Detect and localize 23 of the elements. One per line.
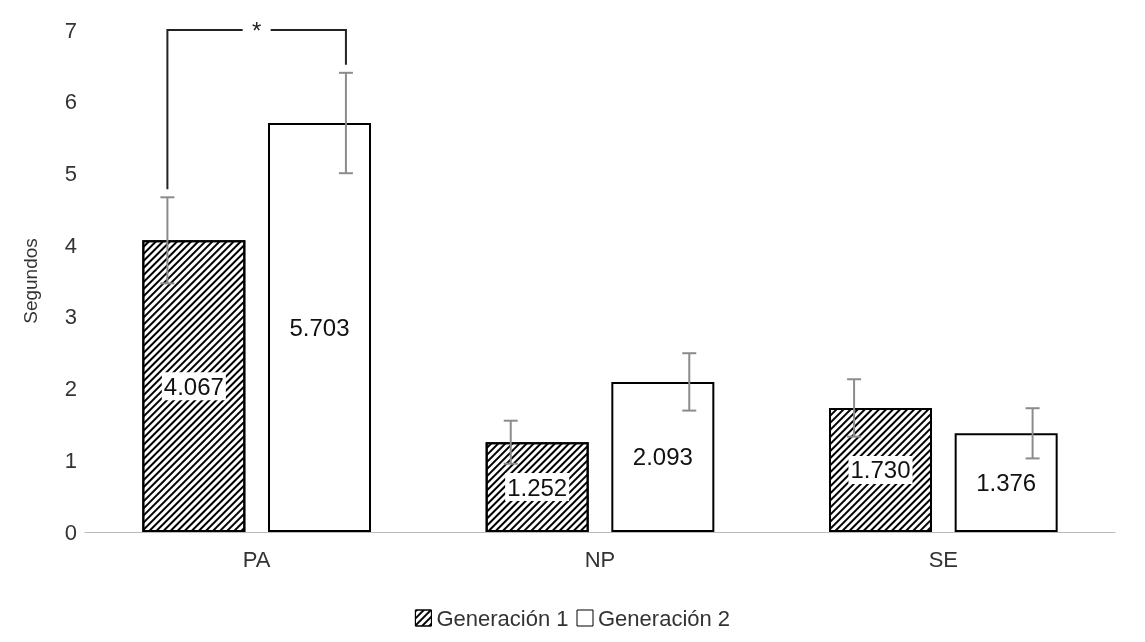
data-label: 5.703 bbox=[289, 314, 350, 342]
y-axis-title: Segundos bbox=[20, 238, 41, 324]
legend-label: Generación 1 bbox=[436, 605, 569, 631]
y-tick-label: 7 bbox=[64, 17, 77, 43]
y-tick-label: 1 bbox=[64, 447, 77, 473]
y-tick-label: 0 bbox=[64, 519, 77, 545]
legend-label: Generación 2 bbox=[598, 605, 731, 631]
y-tick-label: 6 bbox=[64, 89, 77, 115]
annotation: * bbox=[251, 17, 262, 44]
x-tick-label: PA bbox=[242, 546, 271, 572]
y-tick-label: 5 bbox=[64, 160, 77, 186]
y-tick-label: 4 bbox=[64, 232, 77, 258]
x-tick-label: SE bbox=[928, 546, 959, 572]
bar bbox=[611, 381, 715, 532]
x-tick-label: NP bbox=[584, 546, 616, 572]
data-label: 2.093 bbox=[632, 443, 693, 471]
bar bbox=[268, 123, 371, 532]
data-label: 1.376 bbox=[976, 469, 1037, 497]
data-label: 4.067 bbox=[163, 372, 224, 400]
y-tick-label: 2 bbox=[64, 376, 77, 402]
y-tick-label: 3 bbox=[64, 304, 77, 330]
data-label: 1.252 bbox=[507, 473, 568, 501]
data-label: 1.730 bbox=[850, 456, 911, 484]
